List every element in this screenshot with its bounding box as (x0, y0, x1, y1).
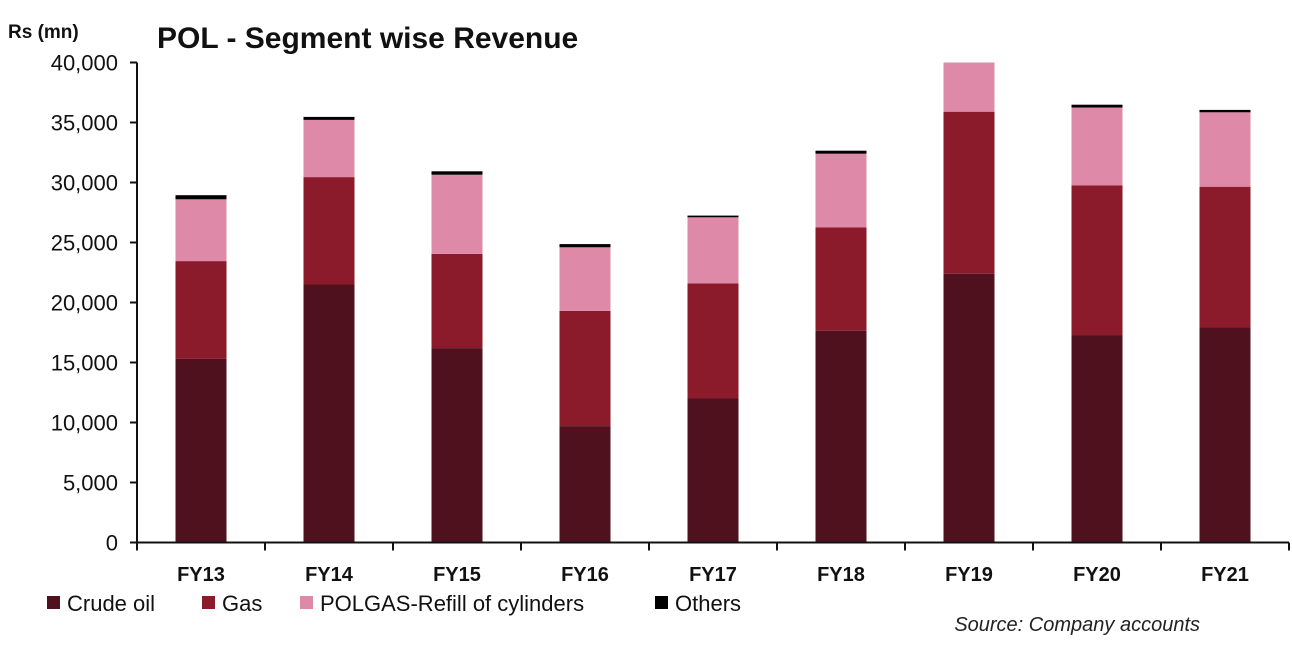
bar-segment-gas-fy17 (687, 283, 739, 399)
bar-segment-others-fy18 (815, 150, 867, 154)
bar-segment-crude-oil-fy21 (1199, 327, 1251, 543)
legend-label: POLGAS-Refill of cylinders (320, 591, 584, 616)
x-tick-label: FY18 (817, 564, 865, 586)
bar-segment-crude-oil-fy20 (1071, 335, 1123, 543)
bar-segment-gas-fy13 (175, 261, 227, 359)
bars-group (175, 62, 1251, 543)
y-axis-unit-label: Rs (mn) (8, 22, 79, 43)
x-tick-label: FY13 (177, 564, 225, 586)
bar-segment-crude-oil-fy17 (687, 398, 739, 543)
legend-swatch-polgas-refill-of-cylinders (300, 596, 313, 609)
bar-segment-others-fy20 (1071, 104, 1123, 108)
x-tick-label: FY16 (561, 564, 609, 586)
legend-label: Gas (222, 591, 262, 616)
bar-segment-gas-fy18 (815, 227, 867, 331)
bar-segment-polgas-refill-of-cylinders-fy20 (1071, 107, 1123, 186)
axes-group: 0 5,000 10,000 15,000 20,000 25,000 30,000 35,0… (51, 51, 1290, 586)
legend: Crude oil Gas POLGAS-Refill of cylinders Ot… (47, 591, 741, 616)
bar-segment-polgas-refill-of-cylinders-fy15 (431, 174, 483, 254)
y-tick-label: 0 (106, 531, 118, 556)
bar-segment-gas-fy21 (1199, 186, 1251, 328)
bar-segment-crude-oil-fy15 (431, 348, 483, 543)
bar-segment-polgas-refill-of-cylinders-fy13 (175, 199, 227, 262)
chart-title: POL - Segment wise Revenue (157, 22, 578, 55)
bar-segment-gas-fy14 (303, 177, 355, 285)
bar-segment-others-fy16 (559, 244, 611, 248)
bar-segment-polgas-refill-of-cylinders-fy21 (1199, 112, 1251, 187)
legend-swatch-crude-oil (47, 596, 60, 609)
x-tick-label: FY20 (1073, 564, 1121, 586)
y-tick-label: 25,000 (51, 231, 118, 256)
x-tick-label: FY21 (1201, 564, 1249, 586)
bar-segment-others-fy15 (431, 171, 483, 175)
y-tick-label: 40,000 (51, 51, 118, 76)
bar-segment-polgas-refill-of-cylinders-fy19 (943, 62, 995, 112)
bar-segment-others-fy21 (1199, 109, 1251, 113)
bar-segment-gas-fy20 (1071, 185, 1123, 336)
bar-segment-others-fy14 (303, 116, 355, 120)
y-tick-label: 5,000 (63, 471, 118, 496)
y-tick-label: 10,000 (51, 411, 118, 436)
bar-segment-crude-oil-fy16 (559, 426, 611, 543)
y-tick-label: 20,000 (51, 291, 118, 316)
y-tick-label: 35,000 (51, 111, 118, 136)
legend-swatch-gas (202, 596, 215, 609)
legend-label: Others (675, 591, 741, 616)
bar-segment-crude-oil-fy18 (815, 330, 867, 543)
bar-segment-others-fy13 (175, 195, 227, 200)
legend-swatch-others (655, 596, 668, 609)
bar-segment-others-fy17 (687, 215, 739, 218)
bar-segment-crude-oil-fy14 (303, 284, 355, 543)
legend-label: Crude oil (67, 591, 155, 616)
x-tick-label: FY19 (945, 564, 993, 586)
bar-segment-gas-fy15 (431, 253, 483, 349)
bar-segment-polgas-refill-of-cylinders-fy18 (815, 153, 867, 228)
x-tick-label: FY17 (689, 564, 737, 586)
bar-segment-polgas-refill-of-cylinders-fy16 (559, 247, 611, 311)
bar-segment-crude-oil-fy13 (175, 358, 227, 543)
source-note: Source: Company accounts (954, 614, 1200, 636)
bar-segment-gas-fy19 (943, 111, 995, 274)
y-tick-label: 30,000 (51, 171, 118, 196)
x-tick-label: FY15 (433, 564, 481, 586)
bar-segment-gas-fy16 (559, 310, 611, 427)
bar-segment-polgas-refill-of-cylinders-fy14 (303, 119, 355, 178)
bar-segment-crude-oil-fy19 (943, 273, 995, 543)
x-tick-label: FY14 (305, 564, 354, 586)
bar-segment-polgas-refill-of-cylinders-fy17 (687, 217, 739, 284)
y-tick-label: 15,000 (51, 351, 118, 376)
